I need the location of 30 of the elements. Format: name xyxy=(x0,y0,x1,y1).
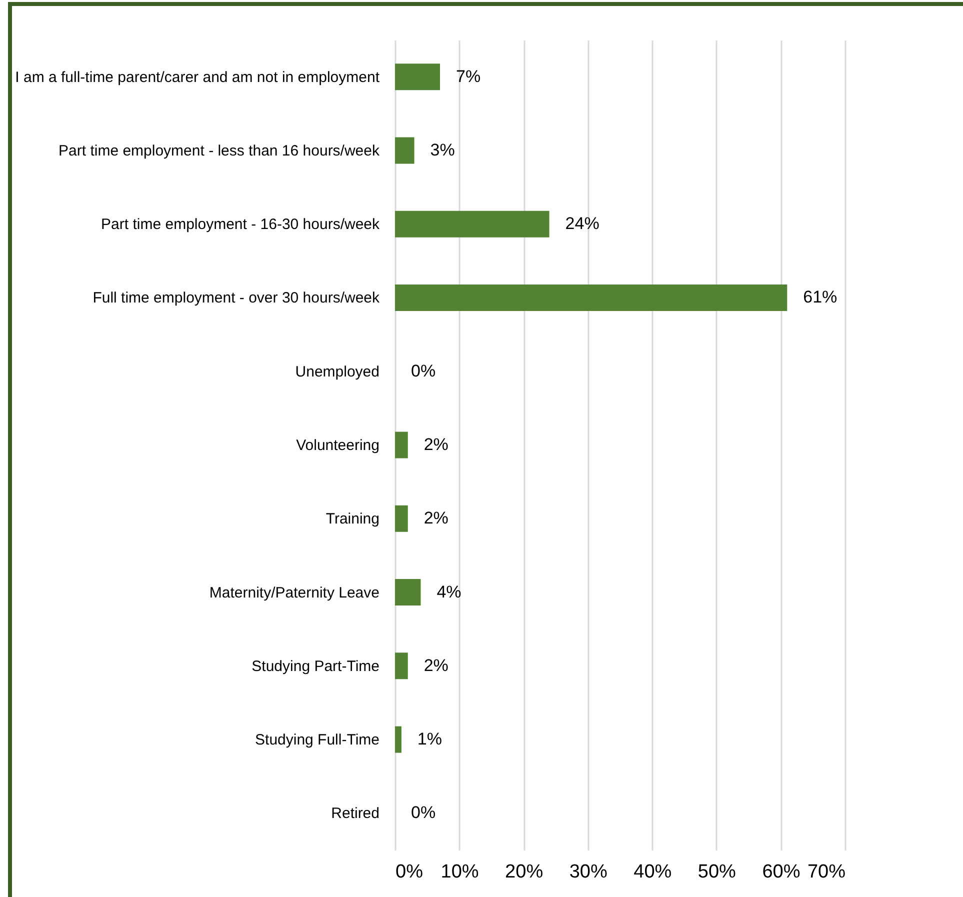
y-tick-label: I am a full-time parent/carer and am not in employment xyxy=(15,68,380,86)
y-tick-label: Part time employment - 16-30 hours/week xyxy=(101,216,380,234)
data-label: 24% xyxy=(565,214,600,234)
data-label: 2% xyxy=(424,656,448,675)
y-tick-label: Retired xyxy=(331,805,380,822)
y-tick-label: Studying Full-Time xyxy=(255,732,380,749)
y-tick-label: Part time employment - less than 16 hours/week xyxy=(58,142,380,160)
data-label: 2% xyxy=(424,508,448,528)
data-label: 61% xyxy=(803,288,838,307)
data-label: 2% xyxy=(424,435,448,454)
x-tick-label: 70% xyxy=(807,862,846,882)
x-tick-label: 60% xyxy=(762,862,800,882)
y-tick-label: Training xyxy=(326,510,380,528)
x-tick-label: 30% xyxy=(569,862,608,882)
data-label: 0% xyxy=(411,361,436,380)
y-tick-label: Maternity/Paternity Leave xyxy=(209,584,380,602)
x-tick-label: 20% xyxy=(505,862,544,882)
data-label: 3% xyxy=(430,140,455,160)
data-label: 7% xyxy=(456,66,481,86)
x-tick-label: 40% xyxy=(634,862,672,882)
x-tick-label: 10% xyxy=(440,862,479,882)
x-tick-label: 0% xyxy=(396,862,424,882)
y-tick-label: Full time employment - over 30 hours/week xyxy=(92,290,380,307)
data-label: 1% xyxy=(417,730,442,749)
y-tick-label: Unemployed xyxy=(295,363,380,380)
data-label: 4% xyxy=(436,582,462,602)
y-tick-label: Volunteering xyxy=(296,437,380,454)
x-tick-label: 50% xyxy=(698,862,736,882)
y-tick-label: Studying Part-Time xyxy=(252,658,380,675)
data-label: 0% xyxy=(411,803,436,822)
